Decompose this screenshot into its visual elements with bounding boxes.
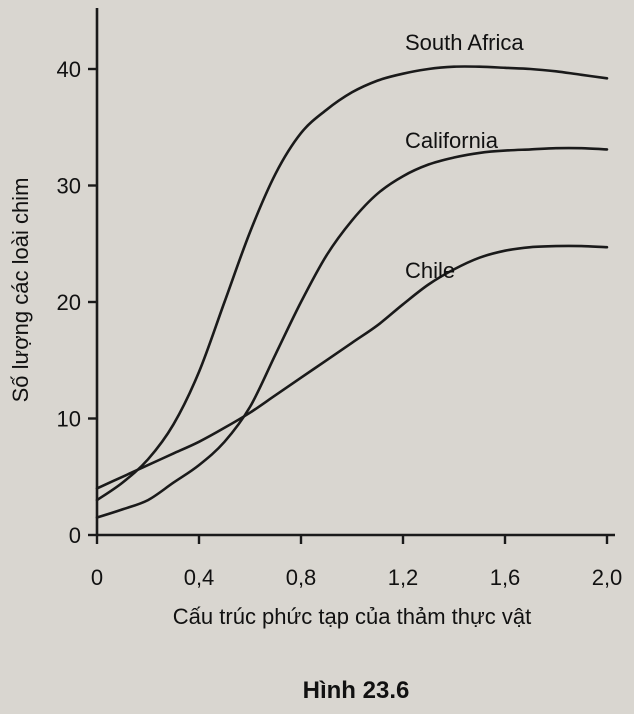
axes: [95, 8, 615, 537]
x-axis-title: Cấu trúc phức tạp của thảm thực vật: [173, 604, 531, 629]
y-axis-title: Số lượng các loài chim: [8, 178, 33, 403]
x-tick-label: 1,6: [490, 565, 521, 590]
ticks: 0 10 20 30 40 0 0,4 0,8 1,2 1,6 2,0: [57, 57, 623, 590]
y-tick-label: 20: [57, 290, 81, 315]
y-tick-label: 40: [57, 57, 81, 82]
series-line-south-africa: [95, 65, 609, 502]
y-tick-label: 10: [57, 407, 81, 432]
figure-caption: Hình 23.6: [303, 677, 410, 704]
x-tick-label: 1,2: [388, 565, 419, 590]
series-label-california: California: [405, 128, 499, 153]
x-tick-label: 2,0: [592, 565, 623, 590]
series-labels: South Africa California Chile: [405, 30, 524, 283]
series-label-chile: Chile: [405, 258, 455, 283]
y-tick-label: 0: [69, 523, 81, 548]
series-group: [95, 65, 609, 519]
x-tick-label: 0: [91, 565, 103, 590]
x-tick-label: 0,8: [286, 565, 317, 590]
y-tick-label: 30: [57, 174, 81, 199]
series-label-south-africa: South Africa: [405, 30, 524, 55]
series-line-california: [95, 146, 609, 519]
x-tick-label: 0,4: [184, 565, 215, 590]
series-line-chile: [95, 244, 609, 490]
